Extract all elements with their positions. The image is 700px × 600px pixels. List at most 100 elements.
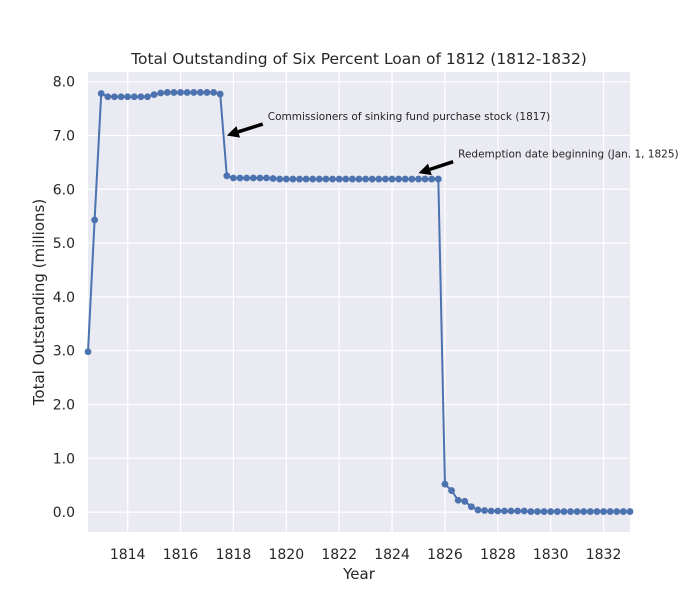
data-point [170, 89, 178, 96]
data-point [163, 89, 171, 96]
data-point [243, 174, 251, 182]
data-point [230, 174, 237, 182]
x-tick-label: 1830 [533, 547, 569, 563]
data-point [534, 508, 541, 515]
data-point [619, 508, 627, 515]
data-point [282, 175, 290, 183]
data-point [117, 93, 125, 101]
data-point [302, 175, 310, 183]
data-point [289, 175, 297, 183]
data-point [507, 507, 515, 515]
data-point [401, 175, 409, 183]
data-point [91, 216, 99, 224]
data-point [553, 508, 561, 515]
data-point [368, 175, 376, 183]
x-tick-label: 1826 [427, 547, 463, 563]
y-axis-label: Total Outstanding (millions) [30, 199, 48, 406]
data-point [434, 175, 442, 183]
series-layer [84, 89, 634, 515]
y-tick-label: 8.0 [53, 75, 75, 91]
data-point [593, 508, 601, 515]
data-point [613, 508, 621, 515]
data-point [448, 487, 455, 494]
data-point [395, 175, 403, 183]
data-point [494, 507, 502, 515]
x-tick-label: 1822 [321, 547, 357, 563]
data-point [84, 348, 92, 356]
data-point [382, 175, 389, 183]
data-point [97, 90, 105, 97]
data-point [256, 174, 264, 182]
y-tick-label: 0.0 [53, 505, 75, 521]
x-tick-label: 1818 [216, 547, 252, 563]
data-point [481, 507, 488, 514]
data-point [461, 497, 469, 505]
ticks-layer: 1814 1816 1818 1820 1822 1824 1826 1828 1830 1832… [53, 75, 622, 563]
data-point [626, 508, 634, 515]
data-point [263, 174, 270, 182]
data-point [547, 508, 555, 515]
data-point [487, 507, 495, 515]
data-point [348, 175, 356, 183]
y-tick-label: 6.0 [53, 182, 75, 198]
data-point [269, 175, 277, 182]
annotation-text: Commissioners of sinking fund purchase s… [268, 111, 550, 123]
data-point [421, 175, 429, 183]
data-point [309, 175, 317, 183]
data-point [183, 89, 191, 96]
data-point [315, 175, 323, 183]
data-point [236, 174, 244, 182]
data-point [362, 175, 370, 183]
data-point [388, 175, 396, 183]
data-point [111, 93, 118, 101]
data-point [210, 89, 217, 96]
x-tick-label: 1814 [110, 547, 146, 563]
data-point [540, 508, 548, 515]
data-point [329, 175, 336, 183]
data-point [249, 174, 257, 182]
data-point [586, 508, 594, 515]
data-point [150, 91, 158, 98]
data-point [196, 89, 204, 96]
data-point [144, 93, 151, 101]
data-point [454, 496, 462, 504]
annotation-layer: Commissioners of sinking fund purchase s… [226, 111, 679, 176]
data-point [124, 93, 132, 101]
data-point [606, 508, 614, 515]
data-point [441, 480, 449, 488]
x-tick-label: 1832 [586, 547, 622, 563]
y-tick-label: 7.0 [53, 128, 75, 144]
data-point [567, 508, 574, 515]
chart-title: Total Outstanding of Six Percent Loan of… [130, 50, 587, 68]
y-tick-label: 3.0 [53, 344, 75, 360]
annotation-arrowhead [418, 163, 432, 176]
data-point [467, 503, 475, 511]
plot-area [88, 72, 630, 532]
y-tick-label: 4.0 [53, 290, 75, 306]
data-point [177, 89, 184, 96]
data-point [104, 93, 112, 101]
data-point [514, 507, 522, 515]
data-point [296, 175, 303, 183]
data-point [474, 506, 482, 514]
data-point [408, 175, 416, 183]
y-tick-label: 5.0 [53, 236, 75, 252]
annotation-arrow [429, 160, 454, 172]
data-point [375, 175, 383, 183]
data-point [223, 172, 231, 180]
data-point [428, 175, 436, 183]
data-point [130, 93, 138, 101]
data-point [415, 175, 422, 183]
data-point [137, 93, 145, 101]
data-point [580, 508, 588, 515]
data-point [560, 508, 568, 515]
data-point [322, 175, 330, 183]
x-axis-label: Year [342, 565, 376, 583]
data-point [573, 508, 581, 515]
annotation-text: Redemption date beginning (Jan. 1, 1825) [458, 149, 679, 161]
annotation-arrowhead [226, 126, 241, 138]
data-point [190, 89, 198, 96]
annotation-arrow [237, 122, 264, 134]
x-tick-label: 1820 [268, 547, 304, 563]
